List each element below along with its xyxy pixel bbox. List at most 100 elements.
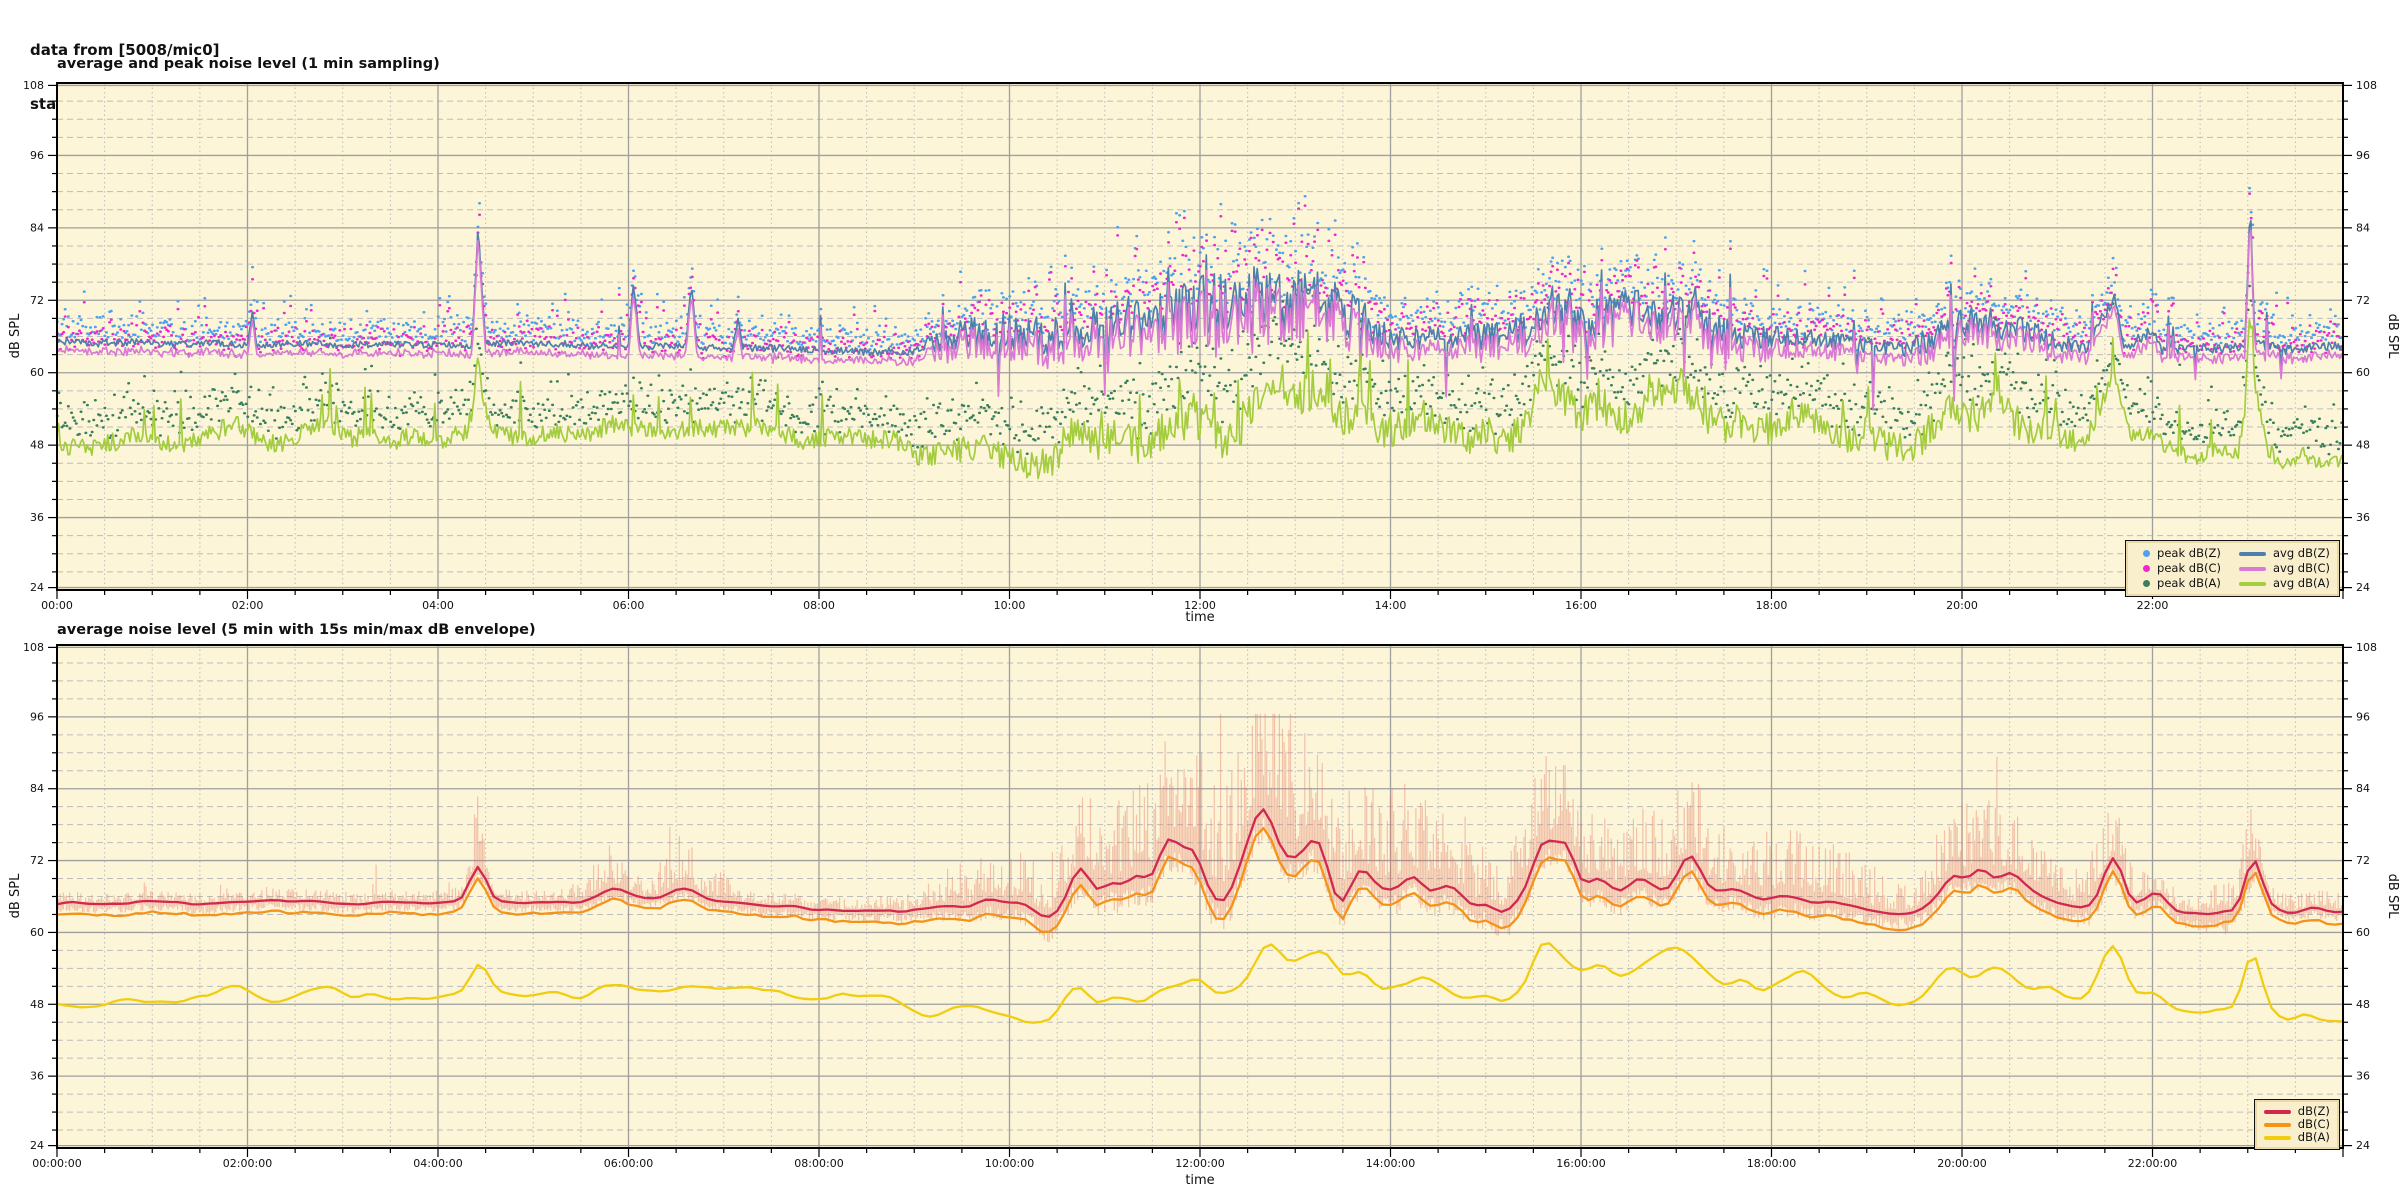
y-tick-label: 96: [2356, 149, 2370, 162]
legend-entry: dB(Z): [2263, 1104, 2330, 1118]
y-tick-label: 84: [30, 782, 44, 795]
y-tick-label: 96: [30, 710, 44, 723]
x-tick-label: 08:00: [803, 599, 835, 612]
bottom-ylabel-left: dB SPL: [8, 873, 23, 919]
series-avg-dba: [56, 318, 2344, 480]
y-tick-label: 36: [2356, 1070, 2370, 1083]
x-tick-label: 10:00: [994, 599, 1026, 612]
x-tick-label: 02:00:00: [223, 1157, 272, 1170]
legend-label: dB(A): [2297, 1130, 2330, 1144]
y-tick-label: 108: [2356, 79, 2377, 92]
legend-entry: peak dB(A): [2135, 576, 2221, 591]
x-tick-label: 10:00:00: [985, 1157, 1034, 1170]
legend-line-swatch: [2238, 551, 2266, 556]
top-xlabel: time: [1185, 610, 1215, 625]
x-tick-label: 00:00:00: [32, 1157, 81, 1170]
x-tick-label: 16:00:00: [1556, 1157, 1605, 1170]
y-tick-label: 60: [2356, 366, 2370, 379]
legend-dot-swatch: [2143, 550, 2151, 557]
y-tick-label: 60: [30, 366, 44, 379]
legend-entry: peak dB(Z): [2135, 546, 2221, 561]
x-tick-label: 20:00: [1946, 599, 1978, 612]
top-ylabel-left: dB SPL: [8, 313, 23, 359]
x-tick-label: 00:00: [41, 599, 73, 612]
y-tick-label: 96: [30, 149, 44, 162]
legend-line-swatch: [2263, 1122, 2291, 1127]
legend-label: peak dB(C): [2157, 561, 2221, 575]
legend-dot-swatch: [2143, 580, 2151, 587]
y-tick-label: 72: [2356, 294, 2370, 307]
series-dbc: [56, 826, 2344, 933]
series-avg-dbc: [56, 229, 2344, 411]
y-tick-label: 60: [30, 926, 44, 939]
y-tick-label: 24: [2356, 1139, 2370, 1152]
y-tick-label: 108: [23, 79, 44, 92]
y-tick-label: 72: [2356, 854, 2370, 867]
x-tick-label: 14:00: [1375, 599, 1407, 612]
x-tick-label: 18:00:00: [1747, 1157, 1796, 1170]
y-tick-label: 108: [23, 641, 44, 654]
x-tick-label: 16:00: [1565, 599, 1597, 612]
series-dba: [56, 942, 2344, 1024]
x-tick-label: 22:00: [2137, 599, 2169, 612]
legend-entry: dB(C): [2263, 1117, 2330, 1131]
top-chart-legend: peak dB(Z) peak dB(C) peak dB(A) avg dB(Z) a…: [2125, 540, 2340, 597]
x-tick-label: 02:00: [232, 599, 264, 612]
y-tick-label: 24: [2356, 581, 2370, 594]
x-tick-label: 04:00: [422, 599, 454, 612]
x-tick-label: 06:00:00: [604, 1157, 653, 1170]
x-tick-label: 14:00:00: [1366, 1157, 1415, 1170]
legend-line-swatch: [2238, 581, 2266, 586]
legend-line-swatch: [2238, 566, 2266, 571]
legend-label: avg dB(A): [2272, 576, 2330, 590]
y-tick-label: 72: [30, 854, 44, 867]
y-tick-label: 108: [2356, 641, 2377, 654]
x-tick-label: 06:00: [613, 599, 645, 612]
legend-label: avg dB(C): [2272, 561, 2330, 575]
x-tick-label: 12:00: [1184, 599, 1216, 612]
y-tick-label: 48: [2356, 998, 2370, 1011]
legend-entry: avg dB(Z): [2238, 546, 2330, 561]
bottom-chart-title: average noise level (5 min with 15s min/…: [57, 622, 536, 638]
y-tick-label: 48: [30, 439, 44, 452]
y-tick-label: 24: [30, 1139, 44, 1152]
legend-entry: avg dB(A): [2238, 576, 2330, 591]
y-tick-label: 36: [2356, 511, 2370, 524]
x-tick-label: 22:00:00: [2128, 1157, 2177, 1170]
legend-entry: peak dB(C): [2135, 561, 2221, 576]
series-dbz: [56, 808, 2344, 918]
y-tick-label: 72: [30, 294, 44, 307]
legend-entry: dB(A): [2263, 1130, 2330, 1144]
y-tick-label: 48: [2356, 439, 2370, 452]
legend-label: peak dB(A): [2157, 576, 2221, 590]
x-tick-label: 20:00:00: [1937, 1157, 1986, 1170]
top-chart-title: average and peak noise level (1 min samp…: [57, 56, 440, 72]
x-tick-label: 04:00:00: [413, 1157, 462, 1170]
y-tick-label: 60: [2356, 926, 2370, 939]
legend-label: dB(C): [2297, 1117, 2330, 1131]
y-tick-label: 96: [2356, 710, 2370, 723]
x-tick-label: 08:00:00: [794, 1157, 843, 1170]
legend-entry: avg dB(C): [2238, 561, 2330, 576]
header-line-1: data from [5008/mic0]: [30, 41, 220, 59]
y-tick-label: 24: [30, 581, 44, 594]
top-ylabel-right: dB SPL: [2385, 313, 2400, 359]
bottom-ylabel-right: dB SPL: [2385, 873, 2400, 919]
legend-label: dB(Z): [2297, 1104, 2330, 1118]
legend-line-swatch: [2263, 1135, 2291, 1140]
y-tick-label: 84: [2356, 221, 2370, 234]
legend-label: avg dB(Z): [2272, 546, 2330, 560]
bottom-chart-legend: dB(Z) dB(C) dB(A): [2253, 1099, 2340, 1150]
legend-line-swatch: [2263, 1109, 2291, 1114]
legend-dot-swatch: [2143, 565, 2151, 572]
y-tick-label: 84: [30, 221, 44, 234]
y-tick-label: 36: [30, 1070, 44, 1083]
legend-label: peak dB(Z): [2157, 546, 2221, 560]
y-tick-label: 84: [2356, 782, 2370, 795]
bottom-xlabel: time: [1185, 1173, 1215, 1188]
x-tick-label: 18:00: [1756, 599, 1788, 612]
y-tick-label: 36: [30, 511, 44, 524]
y-tick-label: 48: [30, 998, 44, 1011]
